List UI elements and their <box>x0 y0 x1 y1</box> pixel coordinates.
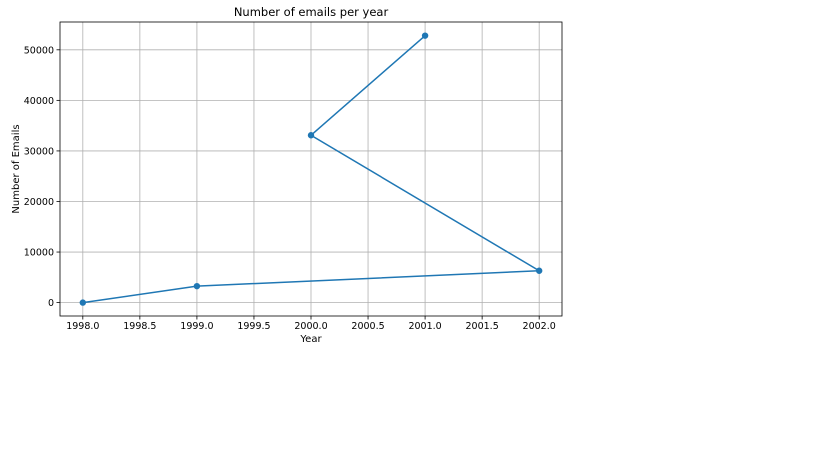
x-tick-label: 2000.0 <box>294 321 327 332</box>
x-tick-label: 2001.0 <box>408 321 441 332</box>
x-tick-label: 1998.0 <box>66 321 99 332</box>
x-tick-label: 1998.5 <box>123 321 156 332</box>
y-tick-label: 0 <box>48 298 54 309</box>
data-point <box>193 282 201 290</box>
y-tick-label: 50000 <box>24 45 54 56</box>
x-tick-label: 1999.5 <box>237 321 270 332</box>
y-tick-label: 20000 <box>24 197 54 208</box>
y-tick-label: 40000 <box>24 96 54 107</box>
data-point <box>421 32 429 39</box>
data-point <box>79 299 87 306</box>
x-axis-label: Year <box>299 334 322 345</box>
x-tick-label: 2002.0 <box>523 321 556 332</box>
x-tick-label: 2001.5 <box>466 321 499 332</box>
y-axis: 0 10000 20000 30000 40000 50000 <box>24 45 60 309</box>
series-layer <box>79 32 543 306</box>
y-axis-label: Number of Emails <box>11 124 22 213</box>
y-tick-label: 30000 <box>24 146 54 157</box>
grid-layer <box>60 22 562 316</box>
x-tick-label: 2000.5 <box>351 321 384 332</box>
data-point <box>535 267 543 274</box>
chart-title: Number of emails per year <box>234 5 389 19</box>
data-point <box>307 132 315 139</box>
x-axis: 1998.0 1998.5 1999.0 1999.5 2000.0 2000.5 2001… <box>66 316 556 332</box>
x-tick-label: 1999.0 <box>180 321 213 332</box>
y-tick-label: 10000 <box>24 248 54 259</box>
